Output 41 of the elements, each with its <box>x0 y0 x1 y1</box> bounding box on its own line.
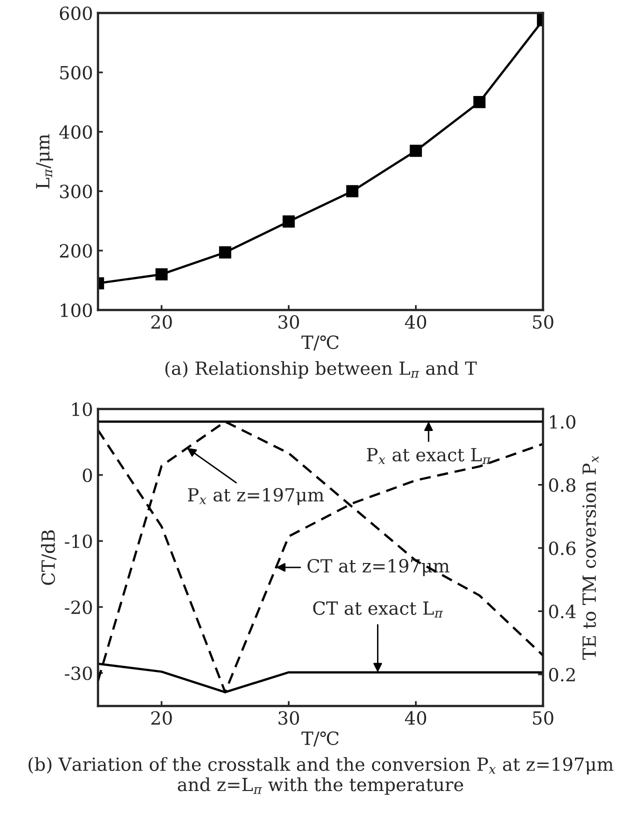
x-axis-title: T/℃ <box>302 335 339 351</box>
y2-tick-label: 0.4 <box>549 604 576 618</box>
point <box>219 246 232 258</box>
y2-tick-label: 0.2 <box>549 668 575 682</box>
annotation: CT at z=197μm <box>308 558 450 576</box>
y-tick-label: 500 <box>60 66 92 80</box>
x-tick-label: 30 <box>278 315 300 329</box>
y2-tick-label: 1.0 <box>550 415 576 429</box>
y-tick-label: 0 <box>82 468 92 482</box>
chart-title: (b) Variation of the crosstalk and the conversion P$_{x}$ at z=197μm and z=L$_{π}$ with the temperature <box>28 757 614 795</box>
y-tick-label: 100 <box>60 303 92 318</box>
y-tick-label: -20 <box>64 600 92 614</box>
y-tick-label: 600 <box>60 6 92 20</box>
x-tick-label: 40 <box>404 711 426 725</box>
x-tick-label: 20 <box>151 315 172 329</box>
y-axis-title: CT/dB <box>41 530 56 585</box>
y2-tick-label: 0.8 <box>549 478 576 492</box>
annotation: P$_{x}$ at z=197μm <box>188 488 324 506</box>
x-tick-label: 30 <box>278 711 300 725</box>
x-tick-label: 40 <box>404 315 426 329</box>
x-tick-label: 50 <box>533 315 554 329</box>
text: (a) Relationship between L$_{π}$ and T <box>165 361 477 379</box>
y-tick-label: 200 <box>60 244 92 258</box>
y-tick-label: 400 <box>59 125 92 139</box>
y2-tick-label: 0.6 <box>549 541 576 556</box>
point <box>282 215 295 228</box>
y-tick-label: 300 <box>60 184 92 198</box>
x-tick-label: 50 <box>533 711 554 725</box>
x-tick-label: 20 <box>151 711 172 725</box>
y2-axis-title: TE to TM coversion P$_{x}$ <box>582 456 599 660</box>
point <box>473 96 486 108</box>
y-tick-label: 10 <box>72 402 92 416</box>
y-axis-title: L$_{π}$/μm <box>36 134 54 188</box>
point <box>346 185 358 198</box>
y-tick-label: -10 <box>64 534 92 548</box>
point <box>410 144 422 157</box>
point <box>155 268 168 280</box>
x-axis-title: T/℃ <box>302 731 339 747</box>
y-tick-label: -30 <box>64 666 92 680</box>
annotation: CT at exact L$_{π}$ <box>313 601 443 618</box>
annotation: P$_{x}$ at exact L$_{π}$ <box>367 448 491 464</box>
